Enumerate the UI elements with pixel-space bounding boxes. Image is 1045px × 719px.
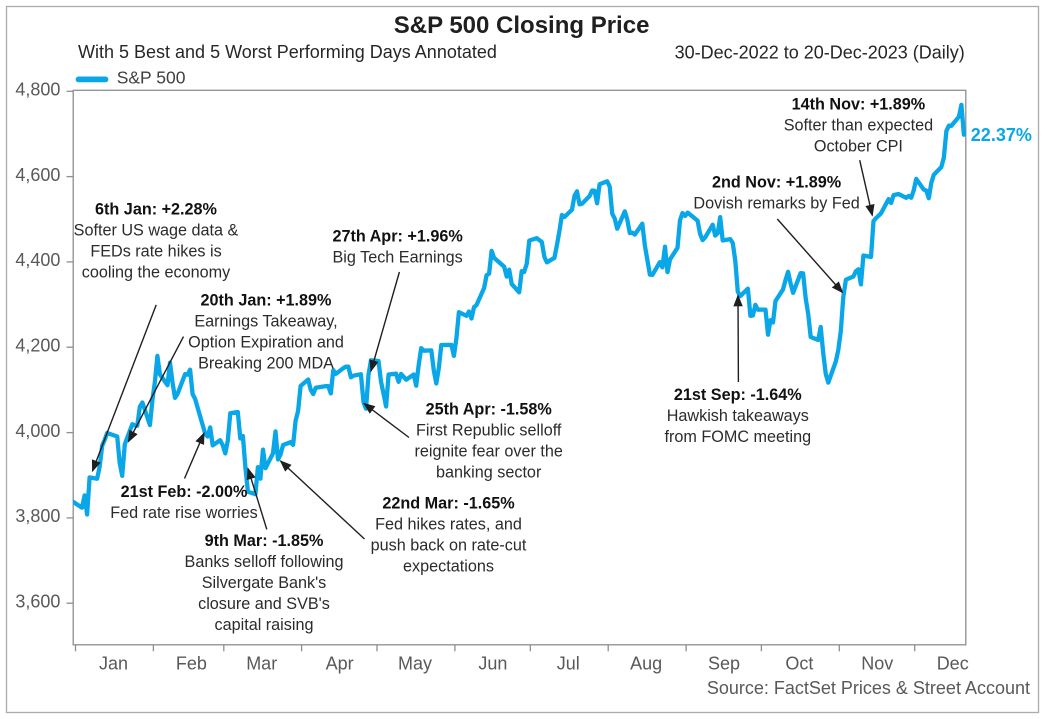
svg-text:3,800: 3,800 [15,506,60,526]
svg-text:Jul: Jul [557,653,580,673]
svg-text:With 5 Best and 5 Worst Perfor: With 5 Best and 5 Worst Performing Days … [78,42,497,62]
svg-text:Banks selloff following: Banks selloff following [185,553,344,571]
svg-text:May: May [398,653,432,673]
svg-text:cooling the economy: cooling the economy [82,264,231,282]
svg-text:22.37%: 22.37% [971,125,1032,145]
svg-text:Dovish remarks by Fed: Dovish remarks by Fed [693,195,859,213]
svg-text:Softer than expected: Softer than expected [784,116,933,134]
svg-text:4,200: 4,200 [15,336,60,356]
svg-text:20th Jan: +1.89%: 20th Jan: +1.89% [201,292,332,310]
svg-text:FEDs rate hikes is: FEDs rate hikes is [90,243,221,261]
svg-text:Jan: Jan [99,653,128,673]
svg-text:Sep: Sep [708,653,740,673]
svg-text:Softer US wage data &: Softer US wage data & [74,222,239,240]
svg-text:Mar: Mar [246,653,277,673]
svg-text:4,800: 4,800 [15,80,60,100]
svg-text:Fed hikes rates, and: Fed hikes rates, and [375,516,522,534]
svg-text:Big Tech Earnings: Big Tech Earnings [333,249,463,267]
svg-text:2nd Nov: +1.89%: 2nd Nov: +1.89% [712,174,841,192]
svg-text:push back on rate-cut: push back on rate-cut [371,537,527,555]
svg-text:Feb: Feb [176,653,207,673]
svg-text:27th Apr: +1.96%: 27th Apr: +1.96% [332,228,462,246]
svg-text:9th Mar: -1.85%: 9th Mar: -1.85% [205,532,324,550]
svg-text:Dec: Dec [937,653,969,673]
svg-text:3,600: 3,600 [15,592,60,612]
svg-text:Jun: Jun [478,653,507,673]
svg-text:Aug: Aug [630,653,662,673]
svg-text:closure and SVB's: closure and SVB's [198,595,330,613]
svg-text:reignite fear over the: reignite fear over the [414,443,562,461]
svg-text:21st Feb: -2.00%: 21st Feb: -2.00% [121,483,248,501]
svg-text:Nov: Nov [861,653,893,673]
svg-text:Source: FactSet Prices & Stree: Source: FactSet Prices & Street Account [707,678,1030,698]
svg-text:October CPI: October CPI [814,137,903,155]
svg-text:S&P 500 Closing Price: S&P 500 Closing Price [394,12,650,39]
svg-text:Oct: Oct [785,653,813,673]
svg-text:25th Apr: -1.58%: 25th Apr: -1.58% [426,401,552,419]
svg-text:30-Dec-2022 to 20-Dec-2023 (Da: 30-Dec-2022 to 20-Dec-2023 (Daily) [675,42,965,62]
svg-text:4,400: 4,400 [15,250,60,270]
svg-text:Earnings Takeaway,: Earnings Takeaway, [194,313,337,331]
svg-text:First Republic selloff: First Republic selloff [416,422,562,440]
svg-text:from FOMC meeting: from FOMC meeting [664,428,811,446]
svg-text:6th Jan: +2.28%: 6th Jan: +2.28% [95,201,217,219]
svg-text:capital raising: capital raising [215,616,314,634]
svg-text:4,000: 4,000 [15,421,60,441]
svg-text:banking sector: banking sector [436,464,542,482]
svg-text:Apr: Apr [326,653,354,673]
svg-text:Fed rate rise worries: Fed rate rise worries [110,504,258,522]
svg-text:22nd Mar: -1.65%: 22nd Mar: -1.65% [382,495,514,513]
svg-text:4,600: 4,600 [15,165,60,185]
svg-text:S&P 500: S&P 500 [117,68,186,88]
svg-text:21st Sep: -1.64%: 21st Sep: -1.64% [674,386,802,404]
svg-text:expectations: expectations [403,558,494,576]
svg-text:Breaking 200 MDA: Breaking 200 MDA [198,355,334,373]
svg-text:Option Expiration and: Option Expiration and [188,334,344,352]
svg-text:Hawkish takeaways: Hawkish takeaways [667,407,809,425]
svg-text:14th Nov: +1.89%: 14th Nov: +1.89% [792,95,926,113]
svg-text:Silvergate Bank's: Silvergate Bank's [202,574,327,592]
